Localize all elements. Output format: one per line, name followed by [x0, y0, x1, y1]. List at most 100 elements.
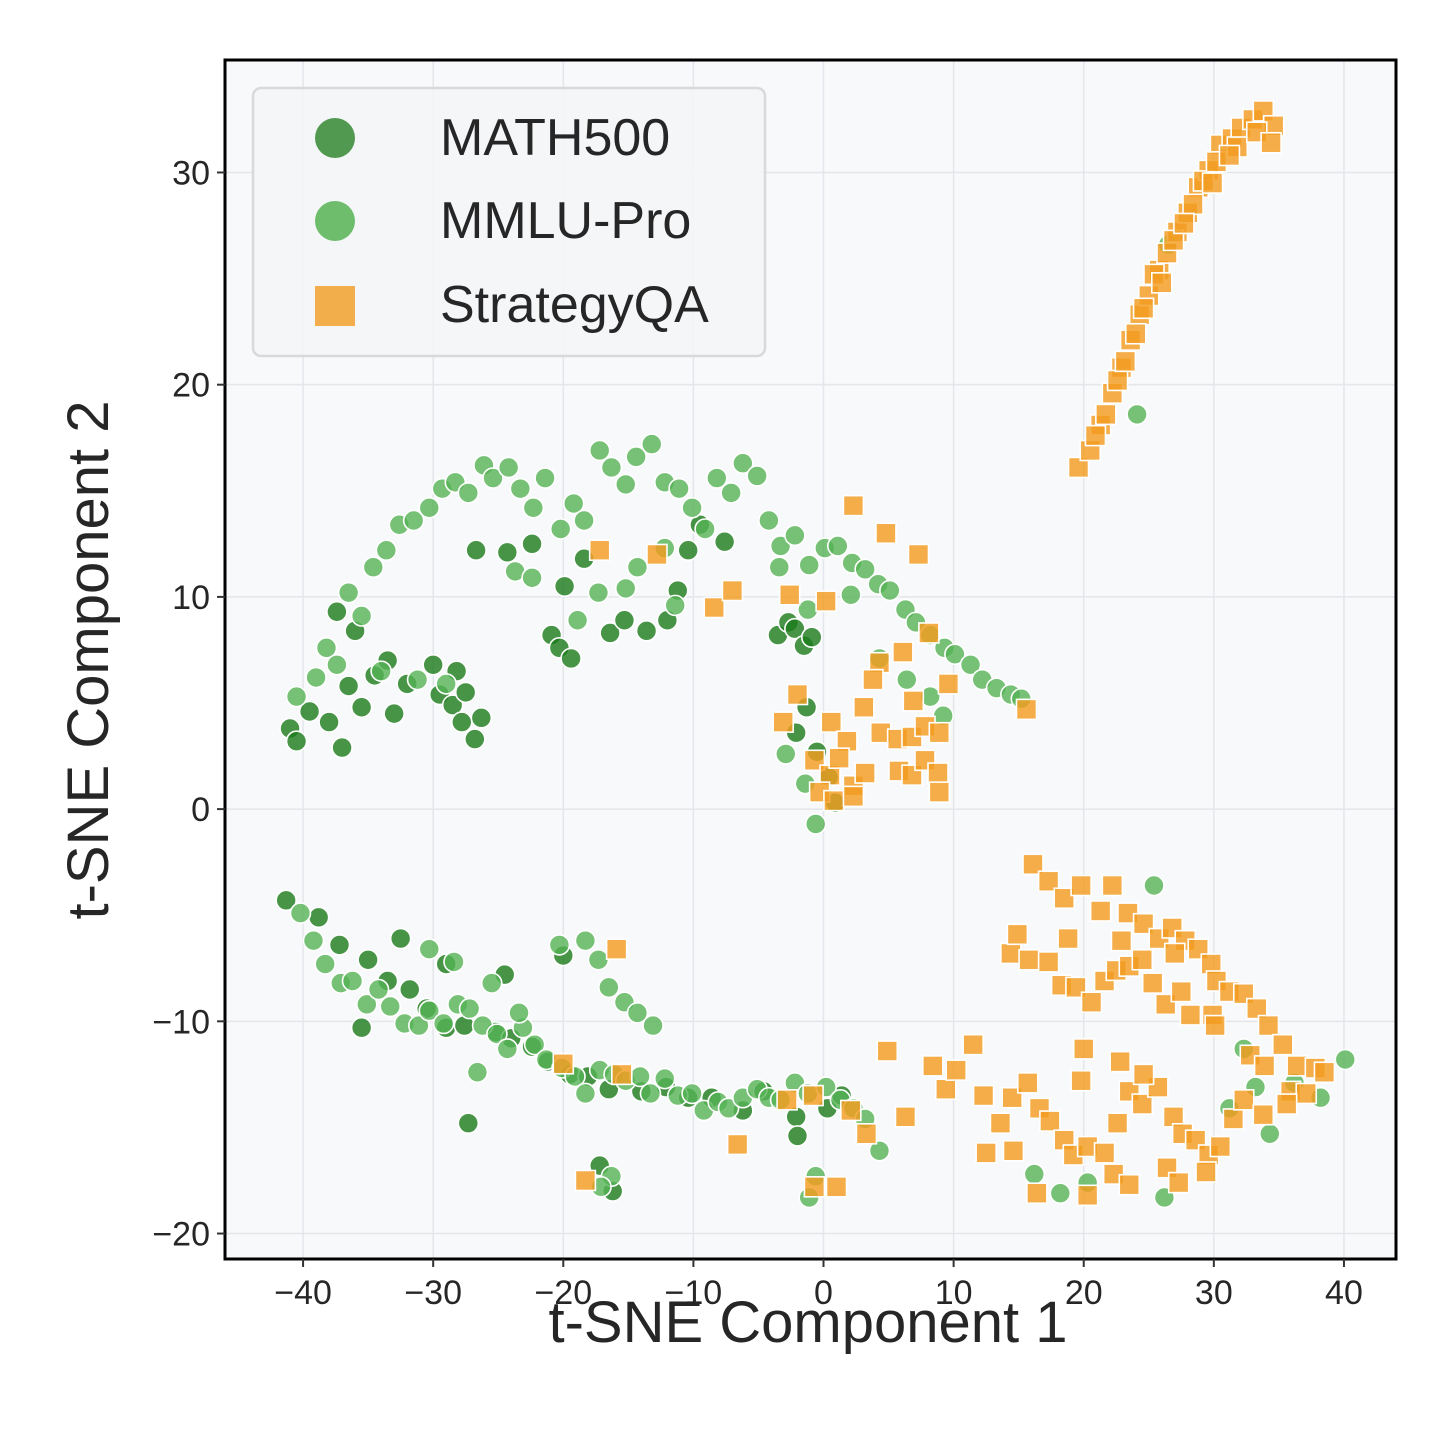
point-strategyqa [1109, 1050, 1131, 1073]
point-mmlu-pro [879, 579, 901, 602]
y-tick-label: 20 [172, 367, 210, 405]
point-strategyqa [922, 1055, 944, 1077]
point-math500 [465, 539, 487, 562]
y-axis-ticks: −20 −10 0 10 20 30 [152, 154, 225, 1254]
point-strategyqa [1057, 927, 1079, 950]
point-strategyqa [1182, 193, 1204, 216]
point-math500 [422, 654, 444, 676]
point-strategyqa [1260, 131, 1282, 154]
point-strategyqa [1209, 1135, 1232, 1158]
point-mmlu-pro [959, 654, 982, 676]
legend: MATH500 MMLU-Pro StrategyQA [251, 86, 767, 358]
point-math500 [298, 700, 321, 723]
point-mmlu-pro [1258, 1122, 1281, 1145]
x-axis-label: t-SNE Component 1 [548, 1290, 1067, 1355]
point-mmlu-pro [458, 997, 481, 1020]
point-mmlu-pro [350, 605, 373, 627]
point-strategyqa [1170, 980, 1193, 1003]
point-mmlu-pro [1143, 874, 1165, 897]
point-mmlu-pro [1334, 1048, 1357, 1071]
point-strategyqa [918, 622, 940, 644]
point-mmlu-pro [418, 999, 441, 1022]
point-mmlu-pro [402, 509, 425, 532]
point-mmlu-pro [732, 452, 754, 475]
point-strategyqa [928, 721, 951, 744]
point-strategyqa [1167, 1171, 1190, 1194]
point-mmlu-pro [944, 643, 966, 665]
point-strategyqa [1101, 874, 1124, 897]
point-strategyqa [815, 590, 837, 612]
point-strategyqa [1037, 951, 1060, 973]
x-tick-label: −20 [534, 1274, 592, 1312]
point-math500 [454, 681, 477, 704]
point-strategyqa [1093, 1142, 1116, 1164]
point-strategyqa [1272, 1033, 1294, 1056]
plot-frame [223, 58, 1398, 1261]
point-strategyqa [1124, 322, 1147, 345]
point-strategyqa [1179, 1004, 1202, 1026]
point-mmlu-pro [774, 743, 797, 765]
point-strategyqa [1141, 972, 1164, 994]
point-mmlu-pro [626, 1002, 649, 1024]
point-mmlu-pro [854, 558, 876, 581]
point-strategyqa [928, 781, 951, 803]
point-math500 [337, 675, 360, 697]
point-mmlu-pro [305, 666, 327, 689]
point-strategyqa [1151, 272, 1173, 294]
point-strategyqa [1114, 350, 1137, 373]
point-strategyqa [989, 1112, 1012, 1134]
point-mmlu-pro [370, 660, 392, 682]
point-strategyqa [937, 673, 960, 695]
point-strategyqa [1110, 929, 1133, 952]
point-strategyqa [935, 1078, 957, 1101]
point-strategyqa [726, 1133, 749, 1156]
point-mmlu-pro [523, 1033, 546, 1056]
point-strategyqa [1313, 1061, 1336, 1084]
point-mmlu-pro [408, 1014, 430, 1037]
point-mmlu-pro [642, 1014, 664, 1037]
point-math500 [357, 948, 379, 971]
point-strategyqa [1106, 369, 1129, 392]
point-mmlu-pro [457, 482, 480, 504]
point-mmlu-pro [341, 970, 364, 992]
point-strategyqa [1173, 212, 1195, 235]
point-strategyqa [972, 1084, 995, 1107]
legend-label-strategyqa: StrategyQA [440, 276, 709, 334]
point-strategyqa [962, 1033, 984, 1056]
point-strategyqa [1275, 1093, 1298, 1115]
point-mmlu-pro [435, 673, 457, 695]
point-mmlu-pro [600, 456, 623, 479]
point-mmlu-pro [480, 972, 503, 994]
point-mmlu-pro [768, 556, 791, 578]
point-strategyqa [854, 762, 876, 784]
point-mmlu-pro [432, 1012, 455, 1035]
x-tick-label: −40 [274, 1274, 332, 1312]
point-mmlu-pro [315, 637, 338, 659]
point-mmlu-pro [534, 467, 556, 489]
point-strategyqa [721, 579, 744, 602]
y-tick-label: 10 [172, 579, 210, 617]
point-math500 [599, 622, 621, 644]
point-strategyqa [1039, 1110, 1061, 1132]
x-tick-label: 10 [935, 1274, 973, 1312]
point-mmlu-pro [640, 433, 663, 455]
point-strategyqa [703, 596, 726, 619]
point-math500 [383, 702, 405, 725]
point-strategyqa [611, 1063, 633, 1086]
point-strategyqa [855, 1122, 878, 1145]
point-strategyqa [1026, 1182, 1048, 1205]
point-mmlu-pro [443, 951, 465, 973]
point-strategyqa [646, 543, 668, 566]
point-strategyqa [975, 1142, 997, 1164]
point-strategyqa [1076, 1184, 1099, 1207]
point-math500 [496, 541, 519, 564]
point-mmlu-pro [588, 439, 611, 462]
point-math500 [786, 1125, 809, 1147]
legend-box [251, 86, 767, 358]
point-strategyqa [907, 543, 930, 566]
point-strategyqa [1131, 948, 1154, 971]
point-mmlu-pro [356, 993, 378, 1016]
point-mmlu-pro [895, 668, 918, 691]
y-axis-label: t-SNE Component 2 [56, 400, 121, 919]
